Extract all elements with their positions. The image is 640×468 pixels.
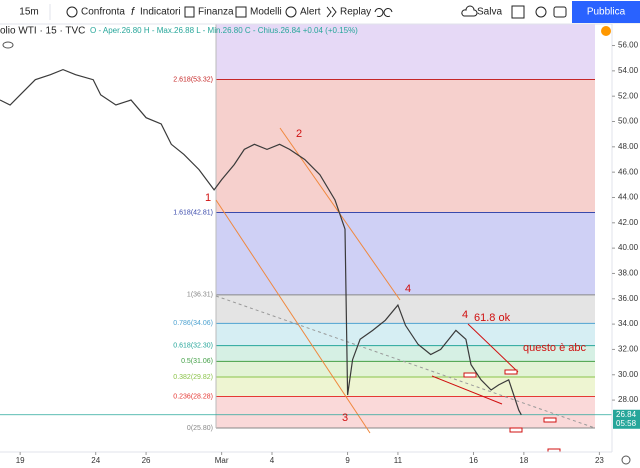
toolbar-item[interactable]: Confronta	[81, 7, 125, 18]
alert-marker	[543, 417, 557, 423]
x-tick-label: 26	[142, 456, 151, 465]
icon-finance	[184, 6, 195, 18]
fib-label: 1.618(42.81)	[173, 209, 213, 216]
y-tick-label: 56.00	[618, 41, 639, 50]
y-tick-label: 52.00	[618, 91, 639, 100]
toolbar-item[interactable]: Modelli	[250, 7, 282, 18]
icon-alert	[285, 6, 297, 18]
fib-band	[216, 79, 595, 213]
trend-line	[215, 199, 371, 434]
toolbar-bg	[0, 0, 640, 24]
fib-label: 0.618(32.30)	[173, 342, 213, 349]
interval[interactable]: 15m	[19, 7, 38, 18]
y-tick-label: 36.00	[618, 294, 639, 303]
toolbar-item[interactable]: Alert	[300, 7, 321, 18]
time-axis	[0, 452, 612, 468]
symbol: olio WTI · 15 · TVC	[0, 26, 85, 37]
fib-band	[216, 323, 595, 346]
fib-band	[216, 377, 595, 397]
price-tag-label: 26.84	[616, 410, 637, 419]
icon-camera[interactable]	[553, 6, 567, 18]
fib-label: 0.786(34.06)	[173, 320, 213, 327]
y-tick-label: 54.00	[618, 66, 639, 75]
y-tick-label: 42.00	[618, 218, 639, 227]
x-tick-label: 11	[394, 456, 403, 465]
fib-label: 1(36.31)	[187, 292, 213, 299]
annotation: questo è abc	[523, 342, 586, 354]
annotation: 3	[342, 412, 348, 424]
x-tick-label: 4	[270, 456, 275, 465]
plot-area: 2.618(53.32) 1.618(42.81) 1(36.31) 0.786(34…	[0, 24, 612, 452]
alert-marker	[509, 427, 523, 433]
icon-templates	[235, 6, 247, 18]
annotation: 4	[405, 283, 411, 295]
y-tick-label: 50.00	[618, 117, 639, 126]
y-tick-label: 48.00	[618, 142, 639, 151]
fib-label: 0.382(29.82)	[173, 374, 213, 381]
x-tick-label: 9	[345, 456, 350, 465]
price-axis	[612, 24, 640, 468]
y-tick-label: 44.00	[618, 193, 639, 202]
icon-settings[interactable]	[535, 6, 547, 18]
fib-band	[216, 361, 595, 378]
y-tick-label: 32.00	[618, 345, 639, 354]
ohlc: O - Aper.26.80 H - Max.26.88 L - Min.26.…	[90, 26, 358, 35]
toolbar-item[interactable]: Finanza	[198, 7, 234, 18]
x-tick-label: 19	[16, 456, 25, 465]
fib-label: 2.618(53.32)	[173, 76, 213, 83]
fib-label: 0.236(28.28)	[173, 393, 213, 400]
countdown: 05:58	[616, 419, 637, 428]
icon-compare	[66, 6, 78, 18]
price-line	[0, 68, 522, 416]
annotation: 2	[296, 128, 302, 140]
y-tick-label: 28.00	[618, 395, 639, 404]
save[interactable]: Salva	[477, 7, 502, 18]
x-tick-label: 16	[469, 456, 478, 465]
trend-line	[215, 295, 596, 429]
icon-replay	[326, 6, 337, 18]
publish-button[interactable]	[572, 1, 640, 23]
annotation: 61.8 ok	[474, 312, 511, 324]
icon-fullscreen[interactable]	[511, 5, 525, 19]
y-tick-label: 34.00	[618, 319, 639, 328]
icon-axis-settings[interactable]	[621, 455, 631, 465]
badge[interactable]	[601, 26, 611, 36]
annotation: 4	[462, 309, 468, 321]
icon-cloud	[461, 5, 478, 17]
fib-band	[216, 396, 595, 428]
fib-band	[216, 345, 595, 362]
toolbar-item[interactable]: Replay	[340, 7, 371, 18]
x-tick-label: 23	[595, 456, 604, 465]
fib-band	[216, 212, 595, 295]
x-tick-label: 18	[519, 456, 528, 465]
fib-band	[216, 24, 595, 80]
toolbar: 15m Confronta f Indicatori Finanza Model…	[0, 0, 640, 25]
icon-indicators: f	[131, 6, 135, 18]
publish-label[interactable]: Pubblica	[587, 7, 626, 18]
alert-marker	[547, 448, 561, 452]
alert-marker	[463, 372, 477, 378]
toolbar-item[interactable]: Indicatori	[140, 7, 181, 18]
alert-marker	[504, 369, 518, 375]
fib-label: 0(25.80)	[187, 425, 213, 432]
y-tick-label: 30.00	[618, 370, 639, 379]
y-tick-label: 46.00	[618, 167, 639, 176]
fib-band	[216, 294, 595, 324]
y-tick-label: 38.00	[618, 269, 639, 278]
x-tick-label: 24	[91, 456, 100, 465]
annotation: 1	[205, 192, 211, 204]
price-tag	[613, 409, 640, 429]
icon-eye[interactable]	[2, 41, 14, 49]
trend-line	[467, 323, 519, 373]
icon-undo-redo[interactable]	[374, 8, 393, 17]
y-tick-label: 40.00	[618, 243, 639, 252]
fib-label: 0.5(31.06)	[181, 358, 213, 365]
x-tick-label: Mar	[215, 456, 229, 465]
trend-line	[431, 375, 503, 405]
